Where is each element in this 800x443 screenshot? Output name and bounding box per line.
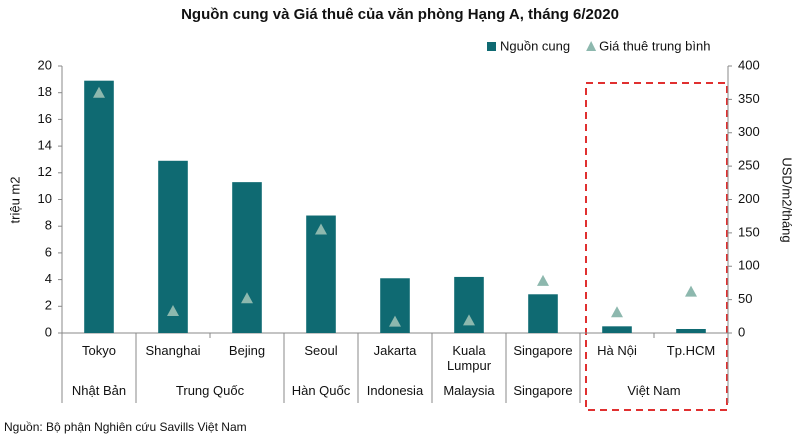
triangle-marker <box>611 306 623 318</box>
x-tick-label: Tokyo <box>82 343 116 358</box>
legend-swatch <box>586 41 597 51</box>
x-tick-label: Kuala Lumpur <box>446 343 492 373</box>
triangle-marker <box>389 315 401 327</box>
legend-swatch <box>487 42 496 51</box>
x-tick-label: Jakarta <box>373 343 417 358</box>
highlight-box <box>585 82 728 411</box>
bar <box>158 160 188 333</box>
group-label: Singapore <box>513 383 573 398</box>
y2-tick-label: 200 <box>738 191 760 206</box>
y2-tick-label: 250 <box>738 158 760 173</box>
y-tick-label: 16 <box>38 111 52 126</box>
group-label: Hàn Quốc <box>291 383 351 398</box>
y-tick-label: 14 <box>38 138 52 153</box>
group-label: Malaysia <box>443 383 495 398</box>
chart-title: Nguồn cung và Giá thuê của văn phòng Hạn… <box>181 6 619 23</box>
y-tick-label: 4 <box>45 271 52 286</box>
x-tick-label: Hà Nội <box>597 343 637 358</box>
group-label: Indonesia <box>366 383 424 398</box>
y-tick-label: 6 <box>45 244 52 259</box>
y-tick-label: 8 <box>45 218 52 233</box>
bar <box>602 326 632 333</box>
bar <box>84 80 114 333</box>
y2-axis-label: USD/m2/tháng <box>780 157 795 242</box>
x-tick-label: Tp.HCM <box>666 343 716 358</box>
y2-tick-label: 300 <box>738 124 760 139</box>
bar <box>306 215 336 333</box>
triangle-marker <box>463 314 475 326</box>
y-tick-label: 10 <box>38 191 52 206</box>
source-note: Nguồn: Bộ phận Nghiên cứu Savills Việt N… <box>4 420 247 434</box>
y-axis-label: triệu m2 <box>7 177 22 224</box>
triangle-marker <box>315 223 327 235</box>
y2-tick-label: 0 <box>738 324 745 339</box>
y-tick-label: 12 <box>38 164 52 179</box>
x-tick-label: Shanghai <box>145 343 201 358</box>
y-tick-label: 0 <box>45 324 52 339</box>
legend-label: Giá thuê trung bình <box>599 38 710 53</box>
group-label: Nhật Bản <box>71 383 127 398</box>
y-tick-label: 18 <box>38 84 52 99</box>
bar <box>676 328 706 333</box>
triangle-marker <box>167 304 179 316</box>
triangle-marker <box>685 285 697 297</box>
x-tick-label: Bejing <box>228 343 266 358</box>
y-tick-label: 2 <box>45 298 52 313</box>
group-label: Việt Nam <box>627 383 681 398</box>
triangle-marker <box>241 292 253 304</box>
group-label: Trung Quốc <box>175 383 245 398</box>
x-tick-label: Seoul <box>304 343 338 358</box>
y-tick-label: 20 <box>38 57 52 72</box>
triangle-marker <box>93 86 105 98</box>
legend-label: Nguồn cung <box>500 38 570 53</box>
y2-tick-label: 150 <box>738 224 760 239</box>
y2-tick-label: 350 <box>738 91 760 106</box>
bar <box>528 294 558 333</box>
x-tick-label: Singapore <box>513 343 573 358</box>
y2-tick-label: 400 <box>738 57 760 72</box>
triangle-marker <box>537 274 549 286</box>
y2-tick-label: 50 <box>738 291 752 306</box>
bar <box>232 182 262 333</box>
y2-tick-label: 100 <box>738 258 760 273</box>
